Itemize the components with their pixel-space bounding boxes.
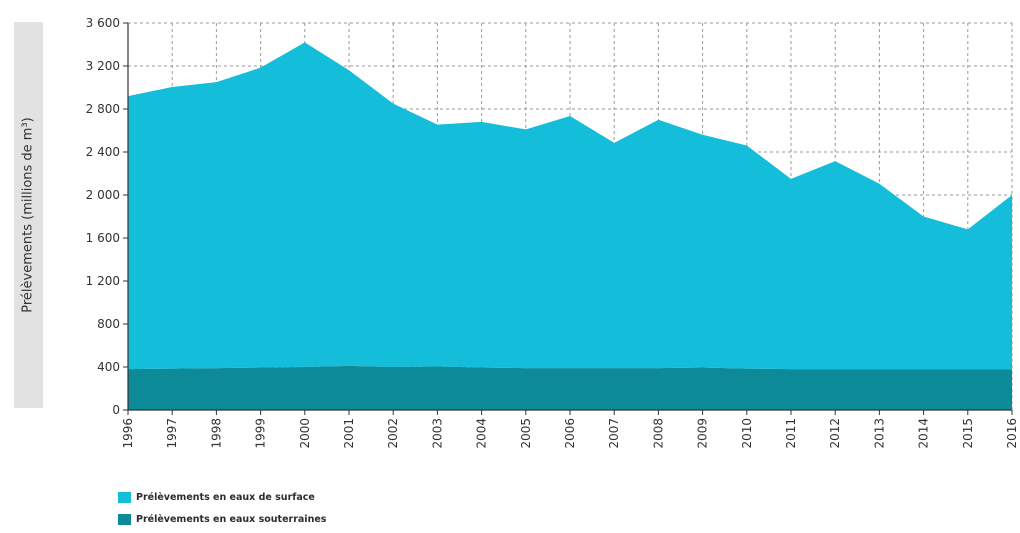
x-tick-label-2007: 2007 (607, 418, 621, 449)
legend-label-groundwater: Prélèvements en eaux souterraines (136, 514, 327, 525)
y-tick-label-7: 2 800 (86, 102, 120, 116)
x-tick-label-2003: 2003 (430, 418, 444, 449)
x-tick-label-2009: 2009 (696, 418, 710, 449)
y-tick-label-6: 2 400 (86, 145, 120, 159)
y-axis-ticks: 0 400 800 1 200 1 600 2 000 2 400 2 800 3 200 3 6… (86, 16, 128, 417)
y-tick-label-8: 3 200 (86, 59, 120, 73)
x-tick-label-2004: 2004 (475, 418, 489, 449)
x-tick-label-2000: 2000 (298, 418, 312, 449)
y-tick-label-4: 1 600 (86, 231, 120, 245)
x-tick-label-2016: 2016 (1005, 418, 1019, 449)
x-tick-label-2012: 2012 (828, 418, 842, 449)
x-tick-label-2005: 2005 (519, 418, 533, 449)
legend-item-groundwater: Prélèvements en eaux souterraines (118, 511, 326, 528)
x-tick-label-1997: 1997 (165, 418, 179, 449)
x-tick-label-1996: 1996 (121, 418, 135, 449)
x-tick-label-2013: 2013 (872, 418, 886, 449)
y-tick-label-3: 1 200 (86, 274, 120, 288)
y-tick-label-5: 2 000 (86, 188, 120, 202)
x-tick-label-2006: 2006 (563, 418, 577, 449)
x-tick-label-2010: 2010 (740, 418, 754, 449)
y-tick-label-1: 400 (97, 360, 120, 374)
area-series-1 (128, 42, 1012, 370)
x-tick-label-2015: 2015 (961, 418, 975, 449)
x-tick-label-1999: 1999 (254, 418, 268, 449)
y-tick-label-9: 3 600 (86, 16, 120, 30)
legend-label-surface: Prélèvements en eaux de surface (136, 492, 315, 503)
area-series-0 (128, 365, 1012, 410)
x-tick-label-2008: 2008 (651, 418, 665, 449)
legend-swatch-groundwater (118, 514, 131, 525)
y-axis-label-background (14, 22, 43, 408)
x-tick-label-2002: 2002 (386, 418, 400, 449)
area-chart: 0 400 800 1 200 1 600 2 000 2 400 2 800 3 200 3 6… (86, 16, 1019, 449)
x-tick-label-2001: 2001 (342, 418, 356, 449)
legend-item-surface: Prélèvements en eaux de surface (118, 489, 326, 506)
legend: Prélèvements en eaux de surface Prélèvem… (118, 489, 326, 533)
area-series (128, 42, 1012, 410)
y-tick-label-2: 800 (97, 317, 120, 331)
x-tick-label-2014: 2014 (917, 418, 931, 449)
x-tick-label-1998: 1998 (209, 418, 223, 449)
x-axis-ticks: 1996 1997 1998 1999 2000 2001 2002 2003 2004 2005… (121, 410, 1019, 449)
y-tick-label-0: 0 (112, 403, 120, 417)
legend-swatch-surface (118, 492, 131, 503)
x-tick-label-2011: 2011 (784, 418, 798, 449)
